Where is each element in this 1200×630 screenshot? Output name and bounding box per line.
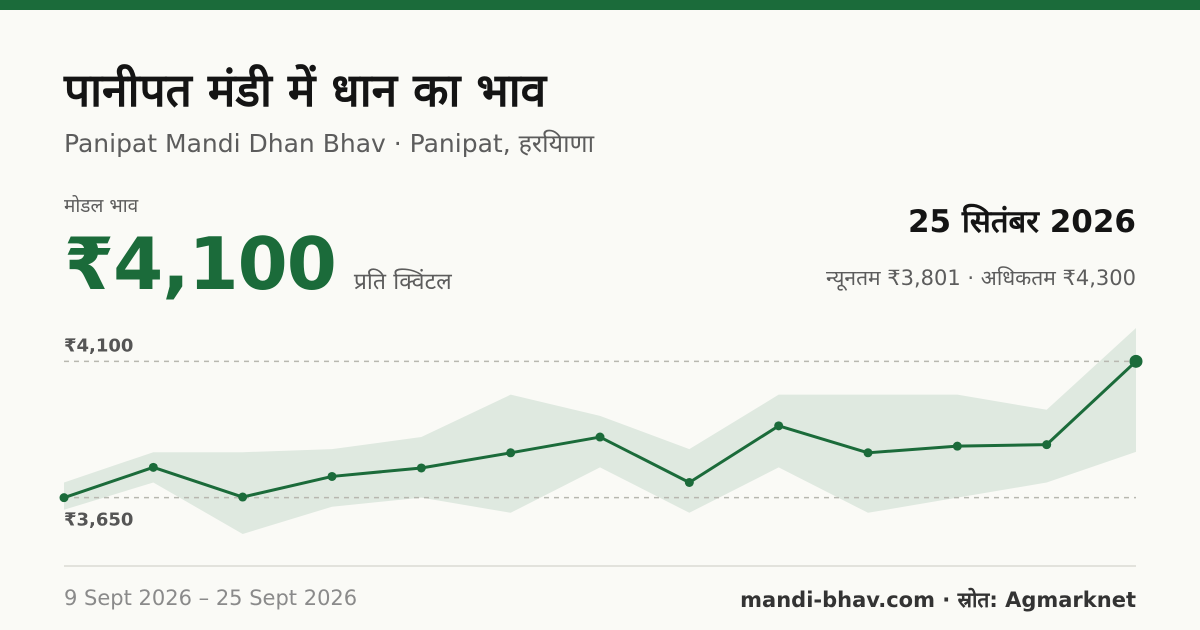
price-trend-chart: ₹4,100 ₹3,650	[59, 328, 1143, 534]
reference-label-0: ₹4,100	[64, 335, 133, 356]
price-row: ₹4,100 प्रति क्विंटल	[64, 222, 452, 306]
price-point	[59, 493, 69, 503]
modal-price-label: मोडल भाव	[64, 195, 139, 217]
footer-source: mandi-bhav.com · स्रोत: Agmarknet	[740, 588, 1136, 612]
price-point	[506, 448, 516, 458]
price-point	[774, 421, 784, 431]
min-max-range: न्यूनतम ₹3,801 · अधिकतम ₹4,300	[826, 266, 1136, 290]
price-point	[416, 463, 426, 473]
min-max-band	[64, 328, 1136, 534]
price-unit: प्रति क्विंटल	[353, 269, 452, 295]
page-subtitle: Panipat Mandi Dhan Bhav · Panipat, हरयिा…	[64, 129, 595, 158]
top-accent-bar	[0, 0, 1200, 10]
price-point	[952, 441, 962, 451]
latest-price-point	[1129, 354, 1143, 368]
price-point	[595, 432, 605, 442]
price-point	[148, 462, 158, 472]
price-point	[863, 448, 873, 458]
page-title: पानीपत मंडी में धान का भाव	[64, 63, 547, 117]
modal-price-value: ₹4,100	[64, 222, 337, 306]
price-point	[684, 478, 694, 487]
price-date: 25 सितंबर 2026	[907, 204, 1136, 240]
price-point	[238, 492, 248, 502]
price-point	[327, 471, 337, 481]
price-point	[1042, 440, 1052, 450]
footer-divider	[64, 565, 1136, 567]
footer-date-range: 9 Sept 2026 – 25 Sept 2026	[64, 586, 358, 610]
reference-label-1: ₹3,650	[64, 510, 133, 531]
